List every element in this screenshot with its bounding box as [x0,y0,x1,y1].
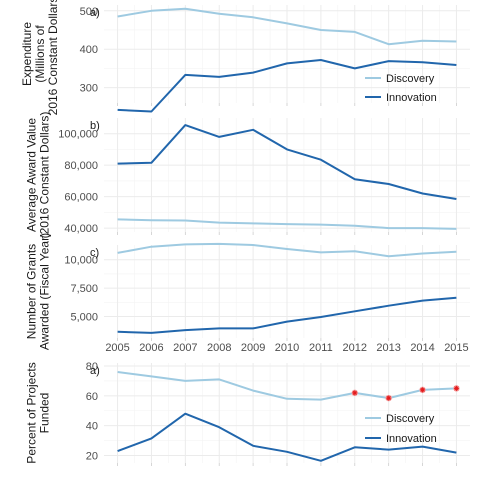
highlight-point [453,385,459,391]
highlight-point [420,387,426,393]
y-axis-label-line: Average Award Value [25,118,39,232]
y-axis-label: Average Award Value(2016 Constant Dollar… [25,112,52,239]
legend-label: Discovery [386,413,435,425]
highlight-point [386,395,392,401]
series-line-innovation [117,124,457,200]
y-tick-label: 500 [80,6,98,18]
y-tick-label: 10,000 [64,255,98,267]
x-tick-label: 2007 [173,342,197,354]
series-line-innovation [117,412,457,462]
y-tick-label: 80,000 [64,160,98,172]
y-axis-label-line: (Millions of [33,25,47,83]
x-tick-label: 2010 [275,342,299,354]
y-axis-label: Expenditure(Millions of2016 Constant Dol… [20,0,60,115]
highlight-point [352,390,358,396]
legend-label: Innovation [386,433,437,445]
y-tick-label: 40 [86,421,98,433]
panel-label: a) [90,7,100,19]
x-tick-label: 2014 [410,342,434,354]
x-tick-label: 2015 [444,342,468,354]
legend-label: Discovery [386,73,435,85]
y-tick-label: 7,500 [70,283,98,295]
y-tick-label: 20 [86,451,98,463]
y-axis-label-line: (2016 Constant Dollars) [38,112,52,239]
series-line-discovery [117,7,457,46]
y-axis-label: Number of GrantsAwarded (Fiscal Year) [25,233,52,350]
chart-panel-3: 5,000 7,500 10,000 2005 2006 2007 2008 2009 2010… [25,233,470,354]
series-line-innovation [117,59,457,113]
panel-label: c) [90,247,99,259]
y-tick-label: 40,000 [64,223,98,235]
y-tick-label: 60,000 [64,192,98,204]
y-tick-label: 80 [86,361,98,373]
x-tick-label: 2011 [309,342,333,354]
series-line-discovery [117,218,457,230]
legend-label: Innovation [386,92,437,104]
series-line-innovation [117,296,457,334]
y-axis-label-line: Awarded (Fiscal Year) [38,233,52,350]
y-axis-label-line: Funded [38,393,52,434]
y-tick-label: 400 [80,44,98,56]
y-tick-label: 60 [86,391,98,403]
legend: Discovery Innovation [365,413,437,445]
y-tick-label: 100,000 [58,129,98,141]
y-tick-label: 300 [80,83,98,95]
x-tick-label: 2006 [139,342,163,354]
y-axis-label-line: Expenditure [20,22,34,86]
x-tick-label: 2013 [376,342,400,354]
series-line-discovery [117,242,457,258]
y-tick-label: 5,000 [70,311,98,323]
y-axis-label-line: Number of Grants [25,244,39,339]
series-line-discovery [117,371,457,401]
x-tick-label: 2005 [105,342,129,354]
y-axis-label-line: 2016 Constant Dollars) [46,0,60,115]
chart-panel-4: 20 40 60 80a) Percent of ProjectsFunded Disco… [25,361,470,466]
y-axis-label: Percent of ProjectsFunded [25,362,52,463]
panel-label: b) [90,120,100,132]
y-axis-label-line: Percent of Projects [25,362,39,463]
x-tick-label: 2008 [207,342,231,354]
legend: Discovery Innovation [365,73,437,104]
x-tick-label: 2012 [343,342,367,354]
x-tick-label: 2009 [241,342,265,354]
panel-label: a) [90,365,100,377]
